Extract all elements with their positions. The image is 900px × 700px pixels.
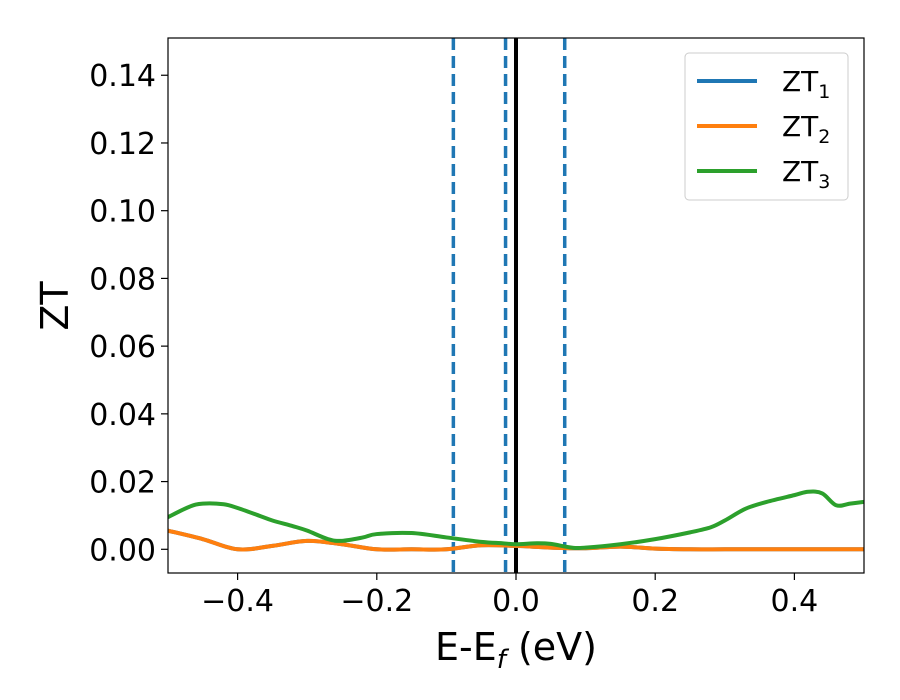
x-tick-label: 0.0 (492, 584, 540, 619)
x-axis-ticks: −0.4 −0.2 0.0 0.2 0.4 (201, 573, 818, 619)
x-tick-label: −0.2 (340, 584, 413, 619)
series-lines (168, 489, 864, 552)
y-tick-label: 0.06 (89, 330, 156, 365)
x-tick-label: −0.4 (201, 584, 274, 619)
x-axis-label: E-Ef (eV) (435, 625, 597, 675)
y-tick-label: 0.00 (89, 533, 156, 568)
legend-entry-zt3: ZT3 (697, 155, 830, 193)
reference-lines (451, 38, 567, 573)
y-tick-label: 0.12 (89, 127, 156, 162)
y-tick-label: 0.10 (89, 195, 156, 230)
y-axis-label: ZT (33, 281, 77, 331)
legend-entry-zt1: ZT1 (697, 65, 830, 103)
y-axis-ticks: 0.00 0.02 0.04 0.06 0.08 0.10 0.12 0.14 (89, 59, 168, 568)
legend-label-zt3: ZT3 (782, 155, 830, 193)
x-tick-label: 0.4 (771, 584, 819, 619)
legend-entry-zt2: ZT2 (697, 110, 830, 148)
y-tick-label: 0.14 (89, 59, 156, 94)
x-tick-label: 0.2 (631, 584, 679, 619)
legend-label-zt1: ZT1 (782, 65, 830, 103)
y-tick-label: 0.02 (89, 466, 156, 501)
legend-label-zt2: ZT2 (782, 110, 830, 148)
y-tick-label: 0.04 (89, 398, 156, 433)
y-tick-label: 0.08 (89, 262, 156, 297)
legend: ZT1 ZT2 ZT3 (684, 52, 849, 201)
legend-box (684, 52, 849, 201)
series-line-zt3 (168, 489, 864, 551)
